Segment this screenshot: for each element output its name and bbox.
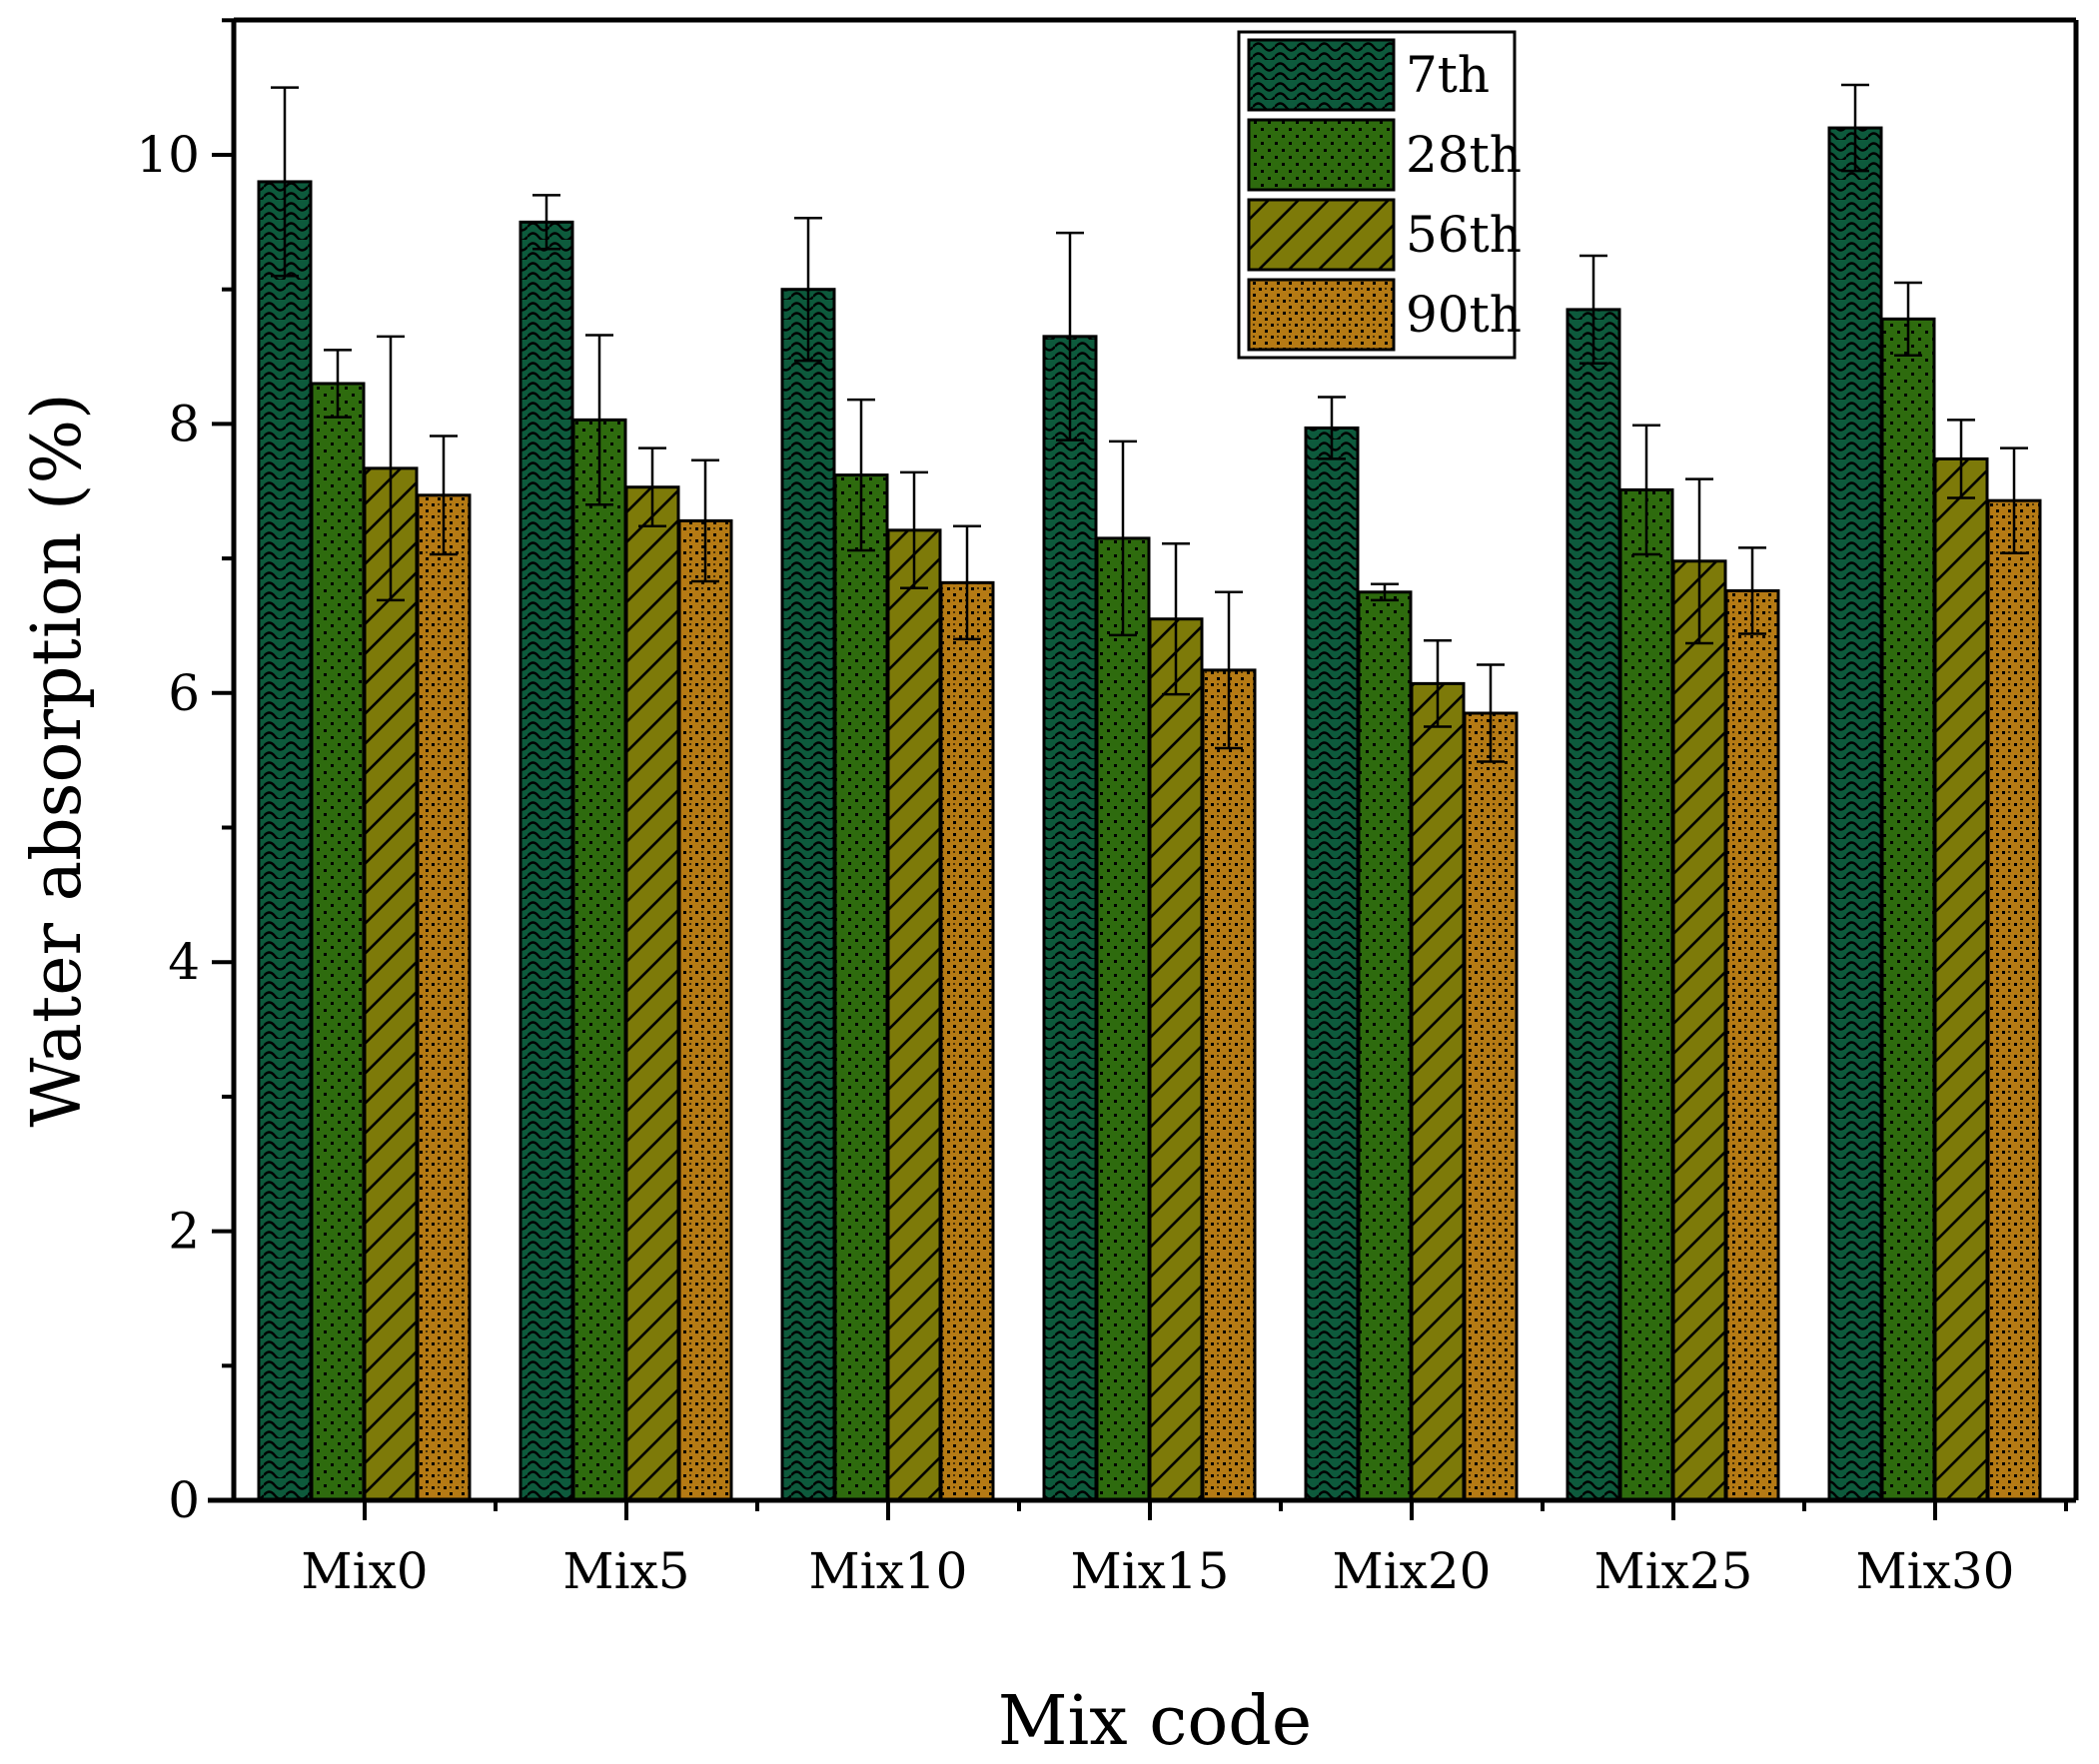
error-bar-mix25-7th	[1579, 254, 1607, 366]
bar-mix25-7th	[1566, 308, 1621, 1502]
x-axis-ticks: Mix0 Mix5 Mix10 Mix15 Mix20 Mix25 Mix30	[301, 1500, 2068, 1600]
error-bar-mix30-90th	[2000, 446, 2028, 554]
error-bar-mix5-90th	[691, 458, 719, 583]
legend-items: 7th 28th 56th 90th	[1247, 38, 1522, 352]
plot-frame	[208, 17, 2079, 1503]
y-tick-label: 6	[168, 664, 200, 722]
bar-mix10-28th	[833, 473, 889, 1502]
error-bar-mix10-28th	[847, 398, 875, 552]
legend-swatch-7th	[1247, 38, 1396, 112]
bar-mix0-28th	[310, 382, 366, 1502]
error-bar-mix15-28th	[1109, 440, 1137, 637]
legend-label-7th: 7th	[1406, 46, 1490, 104]
x-tick-label-mix30: Mix30	[1855, 1542, 2014, 1600]
x-tick-label-mix10: Mix10	[808, 1542, 967, 1600]
error-bar-mix0-56th	[377, 335, 405, 602]
error-bar-mix0-7th	[271, 86, 299, 278]
error-bar-mix20-56th	[1424, 639, 1452, 728]
error-bar-mix30-7th	[1841, 83, 1869, 173]
error-bar-mix15-90th	[1215, 590, 1243, 750]
bar-mix15-56th	[1148, 617, 1204, 1502]
legend-label-90th: 90th	[1406, 286, 1522, 344]
error-bar-mix25-56th	[1685, 477, 1713, 645]
bar-mix15-28th	[1095, 536, 1151, 1502]
bar-mix10-90th	[939, 580, 995, 1502]
bar-mix30-90th	[1986, 498, 2042, 1502]
x-tick-label-mix20: Mix20	[1332, 1542, 1491, 1600]
error-bar-mix10-56th	[900, 470, 928, 589]
error-bar-mix10-7th	[794, 217, 822, 363]
legend-label-28th: 28th	[1406, 126, 1522, 184]
y-tick-label: 10	[136, 126, 200, 184]
bar-mix20-90th	[1463, 711, 1519, 1502]
legend-swatch-28th	[1247, 118, 1396, 192]
bar-mix5-7th	[519, 220, 574, 1502]
bar-mix10-7th	[780, 288, 836, 1502]
legend-swatch-56th	[1247, 198, 1396, 272]
bar-mix0-56th	[363, 466, 419, 1502]
error-bar-mix15-56th	[1162, 542, 1190, 696]
bar-mix20-7th	[1304, 426, 1360, 1502]
bar-mix20-56th	[1410, 681, 1466, 1502]
error-bar-mix25-90th	[1738, 546, 1766, 635]
legend: 7th 28th 56th 90th	[1237, 30, 1522, 360]
bar-mix30-28th	[1880, 317, 1936, 1502]
y-axis-ticks: 0 2 4 6 8 10	[136, 18, 234, 1529]
bar-mix5-90th	[677, 518, 733, 1502]
bar-mix25-90th	[1724, 588, 1780, 1502]
error-bars-layer	[271, 83, 2028, 763]
y-axis-title: Water absorption (%)	[18, 393, 97, 1127]
error-bar-mix5-28th	[585, 334, 613, 506]
error-bar-mix5-7th	[532, 194, 560, 251]
bar-mix30-56th	[1933, 456, 1989, 1502]
bar-mix25-56th	[1671, 559, 1727, 1502]
error-bar-mix0-28th	[324, 349, 352, 419]
bar-mix0-90th	[416, 493, 472, 1502]
bar-mix0-7th	[257, 180, 313, 1502]
bar-mix25-28th	[1618, 487, 1674, 1502]
x-tick-label-mix15: Mix15	[1070, 1542, 1229, 1600]
bar-mix30-7th	[1827, 126, 1883, 1502]
x-tick-label-mix0: Mix0	[301, 1542, 428, 1600]
x-tick-label-mix5: Mix5	[562, 1542, 689, 1600]
error-bar-mix20-90th	[1477, 663, 1505, 763]
error-bar-mix15-7th	[1056, 231, 1084, 441]
bar-mix10-56th	[886, 528, 942, 1502]
y-tick-label: 0	[168, 1471, 200, 1529]
bar-mix15-90th	[1201, 668, 1257, 1502]
error-bar-mix20-7th	[1318, 396, 1346, 460]
x-tick-label-mix25: Mix25	[1593, 1542, 1752, 1600]
bar-mix5-28th	[571, 418, 627, 1502]
bar-mix15-7th	[1042, 335, 1098, 1502]
error-bar-mix25-28th	[1632, 424, 1660, 556]
error-bar-mix0-90th	[430, 435, 458, 556]
error-bar-mix30-28th	[1894, 281, 1922, 357]
legend-swatch-90th	[1247, 278, 1396, 352]
error-bar-mix20-28th	[1371, 582, 1399, 602]
error-bar-mix10-90th	[953, 524, 981, 641]
legend-label-56th: 56th	[1406, 206, 1522, 264]
y-tick-label: 4	[168, 933, 200, 991]
y-tick-label: 2	[168, 1203, 200, 1261]
error-bar-mix30-56th	[1947, 419, 1975, 499]
y-tick-label: 8	[168, 395, 200, 452]
bar-mix5-56th	[624, 485, 680, 1502]
bars-layer	[257, 126, 2042, 1502]
x-axis-title: Mix code	[998, 1682, 1312, 1761]
error-bar-mix5-56th	[638, 446, 666, 528]
bar-mix20-28th	[1357, 590, 1413, 1502]
